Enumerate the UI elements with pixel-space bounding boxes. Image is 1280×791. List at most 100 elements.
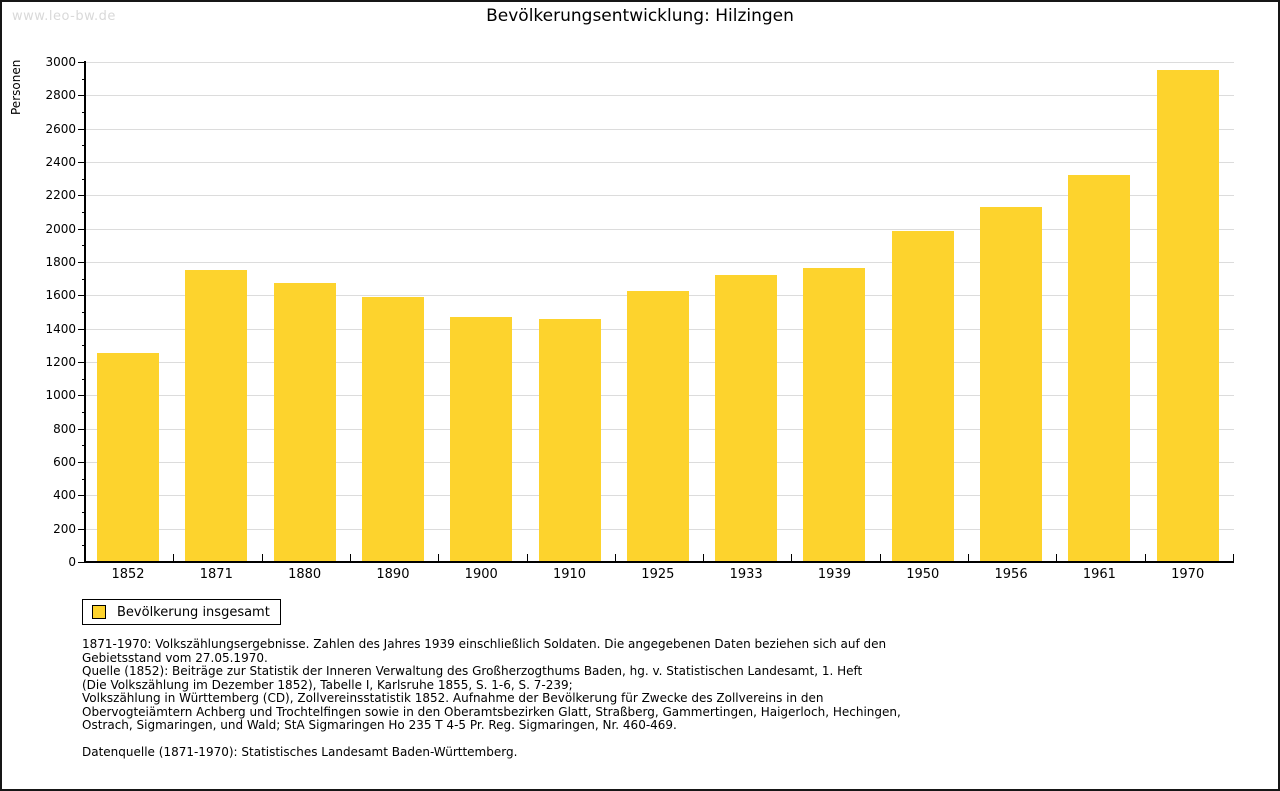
y-tick-label-1200: 1200 <box>45 355 76 369</box>
x-tick-label-1852: 1852 <box>111 567 145 582</box>
x-tick-12 <box>1144 554 1146 561</box>
y-tick-label-2400: 2400 <box>45 155 76 169</box>
x-tick-5 <box>526 554 528 561</box>
bar-1925 <box>626 290 689 562</box>
bar-1871 <box>185 270 248 562</box>
y-minor-tick-2700 <box>82 112 86 113</box>
y-tick-label-600: 600 <box>53 455 76 469</box>
y-major-tick-3000 <box>78 62 86 63</box>
gridline-2200 <box>86 195 1234 197</box>
bar-1900 <box>450 317 513 562</box>
y-major-tick-200 <box>78 528 86 530</box>
y-major-tick-1400 <box>78 328 86 330</box>
y-major-tick-800 <box>78 428 86 430</box>
y-tick-label-800: 800 <box>53 421 76 436</box>
plot-area <box>86 62 1234 562</box>
chart-title: Bevölkerungsentwicklung: Hilzingen <box>486 6 794 26</box>
x-tick-label-1939: 1939 <box>817 567 851 582</box>
y-tick-label-1000: 1000 <box>45 388 76 403</box>
y-tick-label-0: 0 <box>68 555 76 569</box>
x-tick-4 <box>438 554 440 561</box>
y-minor-tick-1500 <box>82 312 86 313</box>
x-tick-label-1970: 1970 <box>1171 567 1205 582</box>
y-tick-label-200: 200 <box>53 521 76 536</box>
x-tick-label-1880: 1880 <box>288 567 322 582</box>
y-minor-tick-1900 <box>82 245 86 247</box>
bar-1880 <box>273 283 336 562</box>
bar-1933 <box>715 274 778 562</box>
y-major-tick-600 <box>78 462 86 463</box>
x-tick-label-1890: 1890 <box>376 567 410 582</box>
y-minor-tick-2900 <box>82 78 86 80</box>
y-major-tick-1800 <box>78 262 86 263</box>
y-major-tick-2000 <box>78 228 86 230</box>
bar-1939 <box>803 268 866 562</box>
bar-1910 <box>538 319 601 562</box>
datasource-note: Datenquelle (1871-1970): Statistisches L… <box>82 745 518 759</box>
y-minor-tick-2100 <box>82 212 86 213</box>
bar-1956 <box>980 207 1043 562</box>
x-tick-7 <box>703 554 705 561</box>
bar-1890 <box>361 297 424 562</box>
y-major-tick-1600 <box>78 295 86 297</box>
x-tick-10 <box>968 554 970 561</box>
y-major-tick-0 <box>78 562 86 563</box>
y-minor-tick-900 <box>82 412 86 413</box>
y-major-tick-400 <box>78 495 86 497</box>
footnote-line-5: Volkszählung in Württemberg (CD), Zollve… <box>82 691 824 705</box>
x-tick-13 <box>1233 554 1234 561</box>
y-tick-label-1400: 1400 <box>45 321 76 336</box>
x-tick-label-1950: 1950 <box>906 567 940 582</box>
legend: Bevölkerung insgesamt <box>82 599 281 625</box>
y-major-tick-1200 <box>78 362 86 363</box>
x-tick-label-1910: 1910 <box>552 567 587 582</box>
x-tick-2 <box>261 554 263 561</box>
y-major-tick-2600 <box>78 128 86 130</box>
x-tick-9 <box>879 554 881 561</box>
legend-label: Bevölkerung insgesamt <box>117 604 270 620</box>
footnote-line-4: (Die Volkszählung im Dezember 1852), Tab… <box>82 677 573 692</box>
gridline-3000 <box>86 62 1234 63</box>
gridline-1800 <box>86 262 1234 263</box>
y-axis-title: Personen <box>9 59 23 115</box>
y-minor-tick-1100 <box>82 378 86 380</box>
y-major-tick-2200 <box>78 195 86 197</box>
bar-1852 <box>97 352 159 562</box>
x-axis-line <box>84 561 1234 563</box>
y-major-tick-2400 <box>78 162 86 163</box>
bar-1961 <box>1068 175 1131 562</box>
y-minor-tick-2500 <box>82 145 86 147</box>
footnotes: 1871-1970: Volkszählungsergebnisse. Zahl… <box>82 637 901 733</box>
gridline-2600 <box>86 128 1234 130</box>
gridline-2400 <box>86 162 1234 163</box>
y-major-tick-2800 <box>78 95 86 97</box>
gridline-2800 <box>86 95 1234 97</box>
footnote-line-1: 1871-1970: Volkszählungsergebnisse. Zahl… <box>82 637 887 651</box>
y-minor-tick-500 <box>82 478 86 480</box>
y-tick-label-2000: 2000 <box>45 221 76 236</box>
y-tick-label-2600: 2600 <box>45 121 76 136</box>
y-tick-label-3000: 3000 <box>45 55 76 69</box>
x-tick-3 <box>349 554 351 561</box>
x-tick-label-1961: 1961 <box>1082 567 1116 582</box>
footnote-line-7: Ostrach, Sigmaringen, und Wald; StA Sigm… <box>82 718 677 732</box>
y-minor-tick-2300 <box>82 178 86 180</box>
x-tick-11 <box>1056 554 1058 561</box>
x-tick-1 <box>173 554 175 561</box>
y-minor-tick-1700 <box>82 278 86 280</box>
bar-1970 <box>1156 69 1219 562</box>
y-minor-tick-300 <box>82 512 86 513</box>
x-tick-6 <box>614 554 616 561</box>
y-tick-label-1800: 1800 <box>45 255 76 269</box>
y-tick-label-2200: 2200 <box>45 188 76 203</box>
x-tick-label-1956: 1956 <box>994 567 1028 582</box>
footnote-line-6: Obervogteiämtern Achberg und Trochtelfin… <box>82 704 901 719</box>
gridline-2000 <box>86 228 1234 230</box>
y-tick-label-1600: 1600 <box>45 288 76 303</box>
bar-1950 <box>891 231 954 562</box>
x-tick-label-1900: 1900 <box>464 567 498 582</box>
y-minor-tick-1300 <box>82 345 86 347</box>
footnote-line-3: Quelle (1852): Beiträge zur Statistik de… <box>82 664 863 678</box>
x-tick-label-1925: 1925 <box>641 567 675 582</box>
legend-color-swatch <box>92 605 106 619</box>
